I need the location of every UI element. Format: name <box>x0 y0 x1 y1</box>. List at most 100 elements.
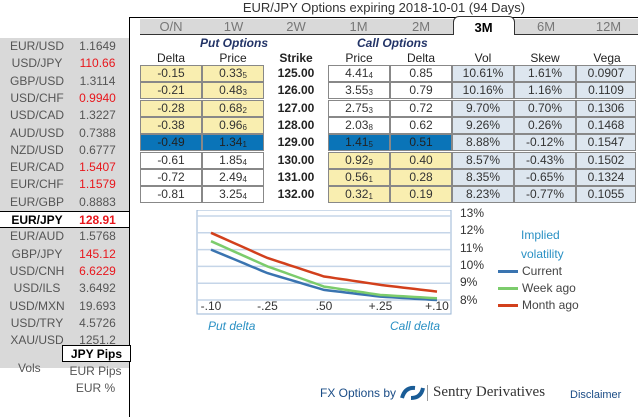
strike-value: 129.00 <box>268 134 324 151</box>
cell-call-delta: 0.72 <box>390 100 452 117</box>
header-strike: Strike <box>268 51 324 65</box>
unit-option[interactable]: EUR Pips <box>62 363 129 380</box>
call-price-value: 2.75 <box>345 101 368 115</box>
pair-rate: 1.3114 <box>70 73 125 90</box>
strike-value: 130.00 <box>268 152 324 169</box>
pair-name: USD/CNH <box>6 263 68 280</box>
tab-2m[interactable]: 2M <box>390 19 452 35</box>
put-price-value: 1.85 <box>219 153 242 167</box>
vega-value: 0.0907 <box>588 66 625 80</box>
pair-rate: 4.5726 <box>70 315 125 332</box>
tab-1w[interactable]: 1W <box>203 19 265 35</box>
company-name: Sentry Derivatives <box>433 384 545 401</box>
header-put-price: Price <box>202 51 264 65</box>
pair-rate: 110.66 <box>70 55 125 72</box>
vol-value: 8.23% <box>466 187 500 201</box>
y-tick-label: 12% <box>460 223 484 237</box>
put-price-subdigit: 2 <box>242 106 246 115</box>
pair-rate: 128.91 <box>70 212 125 229</box>
cell-call-price: 2.753 <box>328 100 390 117</box>
cell-call-price: 2.038 <box>328 117 390 134</box>
strike-value: 128.00 <box>268 117 324 134</box>
cell-call-price: 0.929 <box>328 152 390 169</box>
pair-rate: 1.3227 <box>70 107 125 124</box>
call-price-value: 1.41 <box>345 135 368 149</box>
put-price-subdigit: 4 <box>242 158 246 167</box>
unit-option[interactable]: JPY Pips <box>62 345 131 362</box>
call-price-value: 4.41 <box>345 66 368 80</box>
cell-call-price: 1.415 <box>328 134 390 151</box>
cell-put-delta: -0.15 <box>140 65 202 82</box>
vega-value: 0.1109 <box>588 83 624 97</box>
put-price-value: 2.49 <box>219 170 242 184</box>
pair-rate: 1.5768 <box>70 228 125 245</box>
cell-vol: 9.26% <box>452 117 514 134</box>
cell-vol: 10.61% <box>452 65 514 82</box>
call-delta-value: 0.28 <box>409 170 432 184</box>
chart-title: Implied volatility <box>521 226 581 264</box>
cell-put-price: 0.335 <box>202 65 264 82</box>
pair-name: EUR/JPY <box>6 212 68 229</box>
x-tick-label: .50 <box>316 299 333 313</box>
cell-put-delta: -0.72 <box>140 169 202 186</box>
cell-skew: -0.77% <box>514 186 576 203</box>
put-price-value: 0.33 <box>219 66 242 80</box>
skew-value: 0.26% <box>528 118 562 132</box>
put-delta-value: -0.61 <box>157 153 184 167</box>
put-options-heading: Put Options <box>200 36 268 50</box>
vol-value: 8.88% <box>466 135 500 149</box>
put-delta-value: -0.21 <box>157 83 184 97</box>
header-vega: Vega <box>576 51 638 65</box>
vol-value: 8.35% <box>466 170 500 184</box>
cell-vol: 8.23% <box>452 186 514 203</box>
unit-option[interactable]: EUR % <box>62 380 129 397</box>
vega-value: 0.1468 <box>588 118 625 132</box>
put-delta-value: -0.81 <box>157 187 184 201</box>
call-price-value: 0.92 <box>345 153 368 167</box>
legend-swatch-icon <box>498 270 518 273</box>
pair-name: EUR/CHF <box>6 176 68 193</box>
cell-vega: 0.0907 <box>576 65 636 82</box>
header-vol: Vol <box>452 51 514 65</box>
tab-2w[interactable]: 2W <box>265 19 327 35</box>
tab-3m[interactable]: 3M <box>453 16 515 35</box>
cell-put-price: 2.494 <box>202 169 264 186</box>
pair-rate: 1.1579 <box>70 176 125 193</box>
disclaimer-link[interactable]: Disclaimer <box>570 389 621 401</box>
vega-value: 0.1306 <box>588 101 625 115</box>
cell-call-delta: 0.62 <box>390 117 452 134</box>
call-delta-value: 0.72 <box>409 101 432 115</box>
tab-6m[interactable]: 6M <box>515 19 577 35</box>
cell-call-delta: 0.28 <box>390 169 452 186</box>
header-skew: Skew <box>514 51 576 65</box>
strike-value: 125.00 <box>268 65 324 82</box>
skew-value: -0.43% <box>526 153 564 167</box>
tab-on[interactable]: O/N <box>140 19 202 35</box>
put-price-value: 0.48 <box>219 83 242 97</box>
tab-12m[interactable]: 12M <box>578 19 638 35</box>
tab-1m[interactable]: 1M <box>328 19 390 35</box>
cell-put-price: 0.483 <box>202 82 264 99</box>
cell-put-delta: -0.21 <box>140 82 202 99</box>
call-delta-value: 0.19 <box>409 187 432 201</box>
cell-call-price: 0.321 <box>328 186 390 203</box>
legend-swatch-icon <box>498 287 518 290</box>
vol-value: 8.57% <box>466 153 500 167</box>
